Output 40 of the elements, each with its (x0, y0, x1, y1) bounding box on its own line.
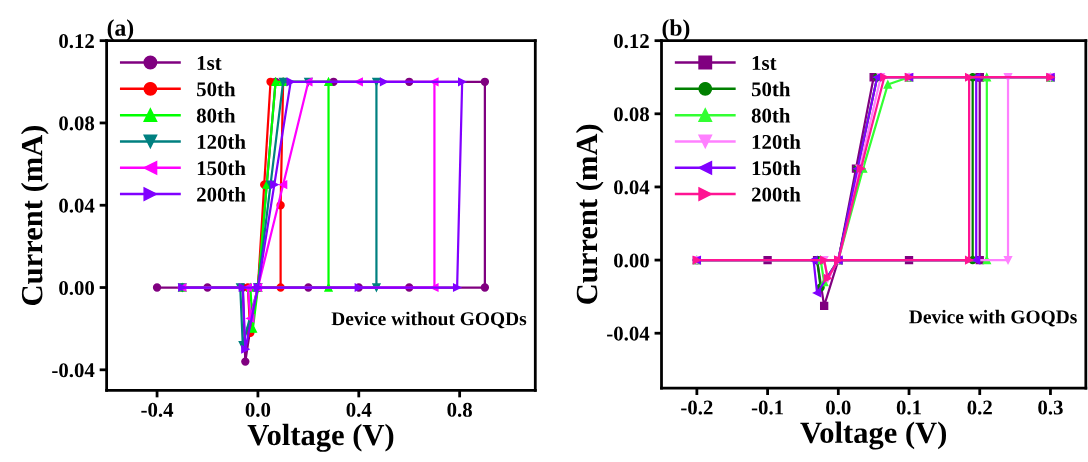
x-tick-label: 0.1 (896, 400, 921, 415)
x-tick-label: -0.2 (681, 400, 713, 415)
annotation: Device with GOQDs (909, 309, 1077, 327)
x-tick-label: -0.1 (751, 400, 783, 415)
legend-label: 150th (752, 160, 801, 176)
legend-label: 80th (196, 107, 236, 123)
x-axis-title: Voltage (V) (247, 423, 394, 452)
y-tick-label: 0.04 (614, 180, 650, 195)
y-tick-label: 0.12 (59, 34, 94, 49)
y-axis-title: Current (mA) (575, 124, 604, 304)
y-axis-title: Current (mA) (20, 125, 49, 305)
chart-title: (a) (107, 19, 134, 41)
legend-label: 50th (751, 81, 791, 97)
legend-label: 120th (752, 134, 801, 149)
annotation: Device without GOQDs (331, 311, 527, 329)
y-tick-label: 0.08 (59, 116, 95, 131)
y-tick-label: 0.08 (614, 107, 650, 122)
legend-label: 1st (197, 56, 222, 71)
legend-label: 1st (752, 56, 777, 71)
y-tick-label: 0.12 (614, 34, 649, 49)
legend-label: 200th (197, 186, 246, 202)
x-axis-title: Voltage (V) (800, 421, 947, 450)
x-tick-label: 0.2 (967, 400, 992, 415)
legend-label: 200th (751, 186, 801, 202)
x-tick-label: -0.4 (141, 402, 174, 417)
x-tick-label: 0.3 (1038, 400, 1063, 415)
x-tick-label: 0.8 (447, 402, 472, 417)
legend-label: 80th (751, 107, 791, 123)
y-tick-label: 0.04 (59, 198, 95, 213)
y-tick-label: 0.00 (59, 280, 95, 296)
y-tick-label: -0.04 (607, 326, 650, 341)
x-tick-label: 0.0 (826, 400, 851, 415)
x-tick-label: 0.4 (346, 402, 372, 417)
legend-label: 150th (197, 160, 246, 176)
y-tick-label: -0.04 (52, 363, 95, 378)
x-tick-label: 0.0 (245, 402, 271, 417)
legend-label: 120th (197, 134, 246, 149)
chart-title: (b) (662, 19, 690, 41)
legend-label: 50th (197, 81, 236, 97)
y-tick-label: 0.00 (614, 253, 649, 268)
